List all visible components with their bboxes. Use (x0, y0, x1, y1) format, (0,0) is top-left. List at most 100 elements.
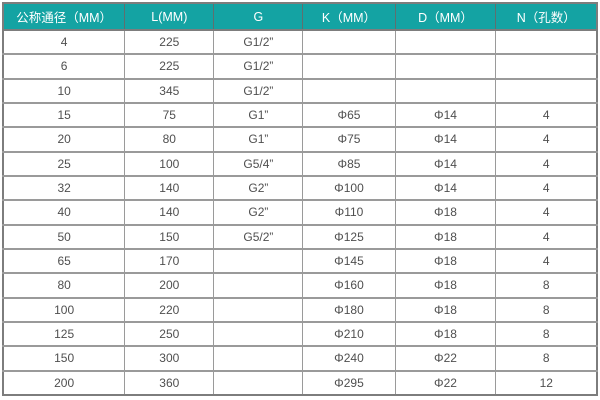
table-cell: G1” (213, 126, 304, 153)
table-cell: 8 (495, 345, 598, 372)
table-cell: 100 (124, 151, 215, 177)
table-cell: G1/2” (213, 29, 304, 56)
table-cell: 12 (495, 370, 598, 396)
table-row: 150 300 Φ240 Φ22 8 (2, 345, 598, 372)
table-cell (394, 78, 497, 104)
table-cell (394, 29, 497, 56)
table-cell: 4 (495, 199, 598, 226)
table-cell (213, 321, 304, 348)
table-cell: 10 (2, 78, 126, 104)
table-row: 20 80 G1” Φ75 Φ14 4 (2, 126, 598, 153)
table-cell (495, 53, 598, 80)
table-cell: Φ240 (302, 345, 396, 372)
table-cell (213, 297, 304, 323)
table-cell: 150 (124, 224, 215, 250)
table-cell: 345 (124, 78, 215, 104)
table-cell (302, 53, 396, 80)
table-row: 100 220 Φ180 Φ18 8 (2, 297, 598, 323)
table-cell: G1/2” (213, 53, 304, 80)
table-cell (213, 370, 304, 396)
table-row: 25 100 G5/4” Φ85 Φ14 4 (2, 151, 598, 177)
table-cell: Φ22 (394, 345, 497, 372)
table-cell: Φ18 (394, 248, 497, 275)
table-cell: Φ22 (394, 370, 497, 396)
table-cell (302, 29, 396, 56)
table-cell: 65 (2, 248, 126, 275)
table-cell: 4 (495, 175, 598, 202)
table-row: 65 170 Φ145 Φ18 4 (2, 248, 598, 275)
table-cell (213, 248, 304, 275)
table-cell: 15 (2, 102, 126, 129)
header-cell-4: D（MM） (394, 3, 497, 31)
spec-table: 公称通径（MM） L(MM) G K（MM） D（MM） N（孔数） 4 225 G1/2” 6… (2, 2, 598, 396)
table-cell: 225 (124, 29, 215, 56)
table-cell: 125 (2, 321, 126, 348)
table-cell: 300 (124, 345, 215, 372)
table-row: 40 140 G2” Φ110 Φ18 4 (2, 199, 598, 226)
table-cell (495, 78, 598, 104)
table-cell: Φ180 (302, 297, 396, 323)
table-cell: 20 (2, 126, 126, 153)
table-cell: Φ100 (302, 175, 396, 202)
spec-table-head: 公称通径（MM） L(MM) G K（MM） D（MM） N（孔数） (2, 3, 598, 31)
table-cell: G1/2” (213, 78, 304, 104)
table-cell: 140 (124, 175, 215, 202)
table-cell: Φ14 (394, 102, 497, 129)
table-cell: 4 (495, 126, 598, 153)
table-cell: 140 (124, 199, 215, 226)
table-cell: G1” (213, 102, 304, 129)
header-cell-1: L(MM) (124, 3, 215, 31)
table-cell (302, 78, 396, 104)
table-cell: 50 (2, 224, 126, 250)
table-cell: 8 (495, 321, 598, 348)
table-cell (213, 345, 304, 372)
table-cell: Φ75 (302, 126, 396, 153)
table-cell (394, 53, 497, 80)
table-cell: 75 (124, 102, 215, 129)
table-cell: Φ85 (302, 151, 396, 177)
table-cell: 4 (2, 29, 126, 56)
table-cell: 40 (2, 199, 126, 226)
table-cell (495, 29, 598, 56)
table-cell: 200 (124, 272, 215, 299)
spec-table-body: 4 225 G1/2” 6 225 G1/2” 10 345 G1/2” 15 75 G1” Φ65 Φ1… (2, 29, 598, 396)
table-cell: 250 (124, 321, 215, 348)
table-cell: Φ14 (394, 175, 497, 202)
table-cell: Φ14 (394, 151, 497, 177)
table-cell: 220 (124, 297, 215, 323)
header-cell-3: K（MM） (302, 3, 396, 31)
table-cell: 150 (2, 345, 126, 372)
table-cell: 8 (495, 272, 598, 299)
table-cell: 4 (495, 102, 598, 129)
table-cell: 170 (124, 248, 215, 275)
table-cell: 4 (495, 151, 598, 177)
table-cell: G2” (213, 175, 304, 202)
table-cell: Φ18 (394, 272, 497, 299)
table-cell: 32 (2, 175, 126, 202)
table-cell: Φ145 (302, 248, 396, 275)
table-cell: Φ18 (394, 199, 497, 226)
table-cell: G5/2” (213, 224, 304, 250)
table-cell: G2” (213, 199, 304, 226)
table-cell: Φ125 (302, 224, 396, 250)
table-cell: 360 (124, 370, 215, 396)
table-row: 80 200 Φ160 Φ18 8 (2, 272, 598, 299)
table-cell: 4 (495, 248, 598, 275)
table-row: 10 345 G1/2” (2, 78, 598, 104)
table-cell: Φ18 (394, 224, 497, 250)
table-row: 32 140 G2” Φ100 Φ14 4 (2, 175, 598, 202)
header-cell-5: N（孔数） (495, 3, 598, 31)
table-cell: Φ18 (394, 297, 497, 323)
table-cell: 8 (495, 297, 598, 323)
table-cell: 100 (2, 297, 126, 323)
table-cell (213, 272, 304, 299)
header-row: 公称通径（MM） L(MM) G K（MM） D（MM） N（孔数） (2, 3, 598, 31)
table-row: 15 75 G1” Φ65 Φ14 4 (2, 102, 598, 129)
table-cell: Φ14 (394, 126, 497, 153)
table-cell: G5/4” (213, 151, 304, 177)
table-cell: 4 (495, 224, 598, 250)
table-cell: Φ65 (302, 102, 396, 129)
table-cell: 225 (124, 53, 215, 80)
table-row: 200 360 Φ295 Φ22 12 (2, 370, 598, 396)
table-cell: Φ18 (394, 321, 497, 348)
